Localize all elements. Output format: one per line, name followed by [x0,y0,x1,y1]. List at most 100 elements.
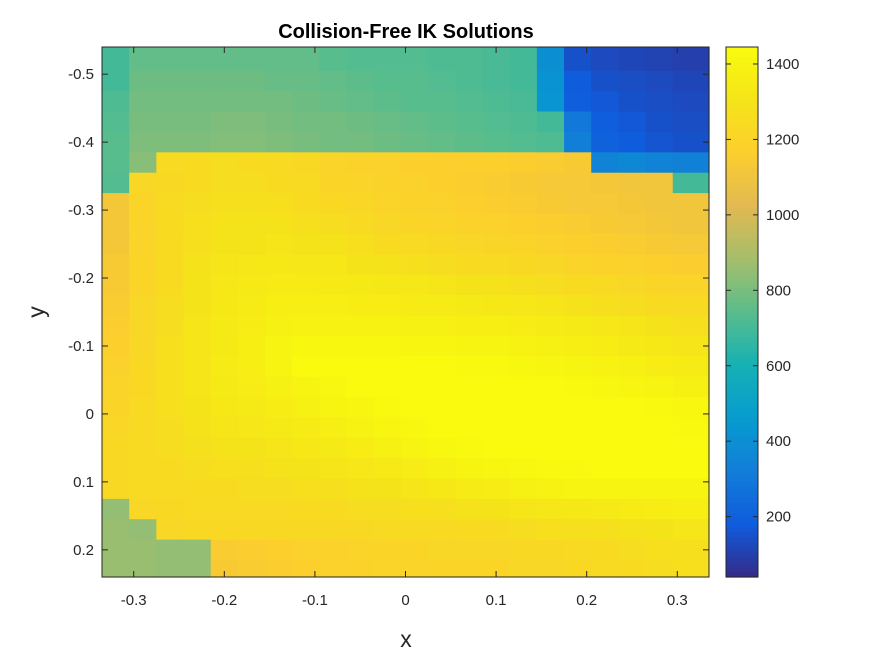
heatmap-cell [428,152,456,174]
heatmap-cell [564,458,592,480]
heatmap-cell [210,70,239,92]
heatmap-cell [346,172,375,194]
heatmap-cell [428,498,456,520]
heatmap-cell [645,539,674,561]
heatmap-cell [564,274,592,296]
heatmap-cell [129,560,157,578]
heatmap-cell [645,47,674,72]
heatmap-cell [292,396,321,418]
colorbar-swatch [726,312,758,318]
heatmap-cell [509,152,538,174]
heatmap-cell [482,498,511,520]
heatmap-cell [591,131,619,153]
heatmap-cell [319,315,348,337]
heatmap-cell [210,539,239,561]
heatmap-cell [346,295,375,316]
x-tick-label: 0 [401,592,409,609]
y-tick-label: 0 [86,406,94,423]
colorbar-swatch [726,337,758,343]
colorbar-swatch [726,502,758,508]
heatmap-cell [482,233,511,255]
colorbar-swatch [726,437,758,443]
heatmap-cell [672,47,710,72]
heatmap-cell [482,458,511,480]
heatmap-cell [129,356,157,378]
heatmap-cell [373,152,402,174]
heatmap-cell [210,274,239,296]
heatmap-cell [265,193,293,215]
heatmap-cell [102,233,130,255]
heatmap-cell [346,152,375,174]
heatmap-cell [400,233,429,255]
heatmap-cell [672,254,710,276]
heatmap-cell [536,111,565,133]
heatmap-cell [346,478,375,500]
heatmap-cell [672,560,710,578]
heatmap-cell [672,233,710,255]
heatmap-cell [156,560,185,578]
heatmap-cell [129,539,157,561]
heatmap-cell [319,417,348,439]
colorbar-tick-label: 800 [766,282,791,299]
heatmap-cell [672,458,710,480]
heatmap-cell [482,70,511,92]
heatmap-cell [156,478,185,500]
heatmap-cell [618,417,647,439]
x-tick-label: -0.1 [302,592,328,609]
heatmap-cell [564,152,592,174]
heatmap-cell [455,213,484,235]
heatmap-cell [428,437,456,459]
heatmap-cell [400,335,429,357]
heatmap-cell [591,172,619,194]
heatmap-cell [645,295,674,316]
heatmap-cell [156,539,185,561]
heatmap-cell [455,519,484,541]
heatmap-cell [156,335,185,357]
heatmap-cell [129,233,157,255]
heatmap-cell [509,396,538,418]
heatmap-cell [102,70,130,92]
colorbar-swatch [726,442,758,448]
heatmap-cell [265,458,293,480]
x-tick-label: -0.2 [211,592,237,609]
heatmap-cell [373,417,402,439]
colorbar-swatch [726,362,758,368]
heatmap-cell [428,274,456,296]
colorbar-swatch [726,172,758,178]
heatmap-cell [591,376,619,398]
colorbar-swatch [726,302,758,308]
heatmap-cell [400,437,429,459]
heatmap-cell [645,274,674,296]
heatmap-cell [591,213,619,235]
heatmap-cell [319,111,348,133]
heatmap-cell [645,254,674,276]
heatmap-cell [292,213,321,235]
heatmap-cell [482,376,511,398]
heatmap-cell [102,498,130,520]
heatmap-cell [129,315,157,337]
heatmap-cell [210,295,239,316]
heatmap-cell [102,478,130,500]
heatmap-cell [183,70,212,92]
heatmap-cell [564,193,592,215]
heatmap-cell [237,47,266,72]
heatmap-cell [618,560,647,578]
y-tick-label: -0.2 [68,270,94,287]
colorbar-swatch [726,512,758,518]
colorbar-swatch [726,327,758,333]
heatmap-cell [292,254,321,276]
heatmap-cell [265,152,293,174]
heatmap-cell [102,519,130,541]
heatmap-cell [373,539,402,561]
colorbar-swatch [726,552,758,558]
heatmap-cell [102,295,130,316]
colorbar-swatch [726,432,758,438]
heatmap-cell [237,274,266,296]
heatmap-cell [591,396,619,418]
heatmap-cell [183,193,212,215]
heatmap-cell [265,233,293,255]
heatmap-cell [319,356,348,378]
heatmap-cell [373,478,402,500]
heatmap-cell [183,254,212,276]
heatmap-cell [129,417,157,439]
